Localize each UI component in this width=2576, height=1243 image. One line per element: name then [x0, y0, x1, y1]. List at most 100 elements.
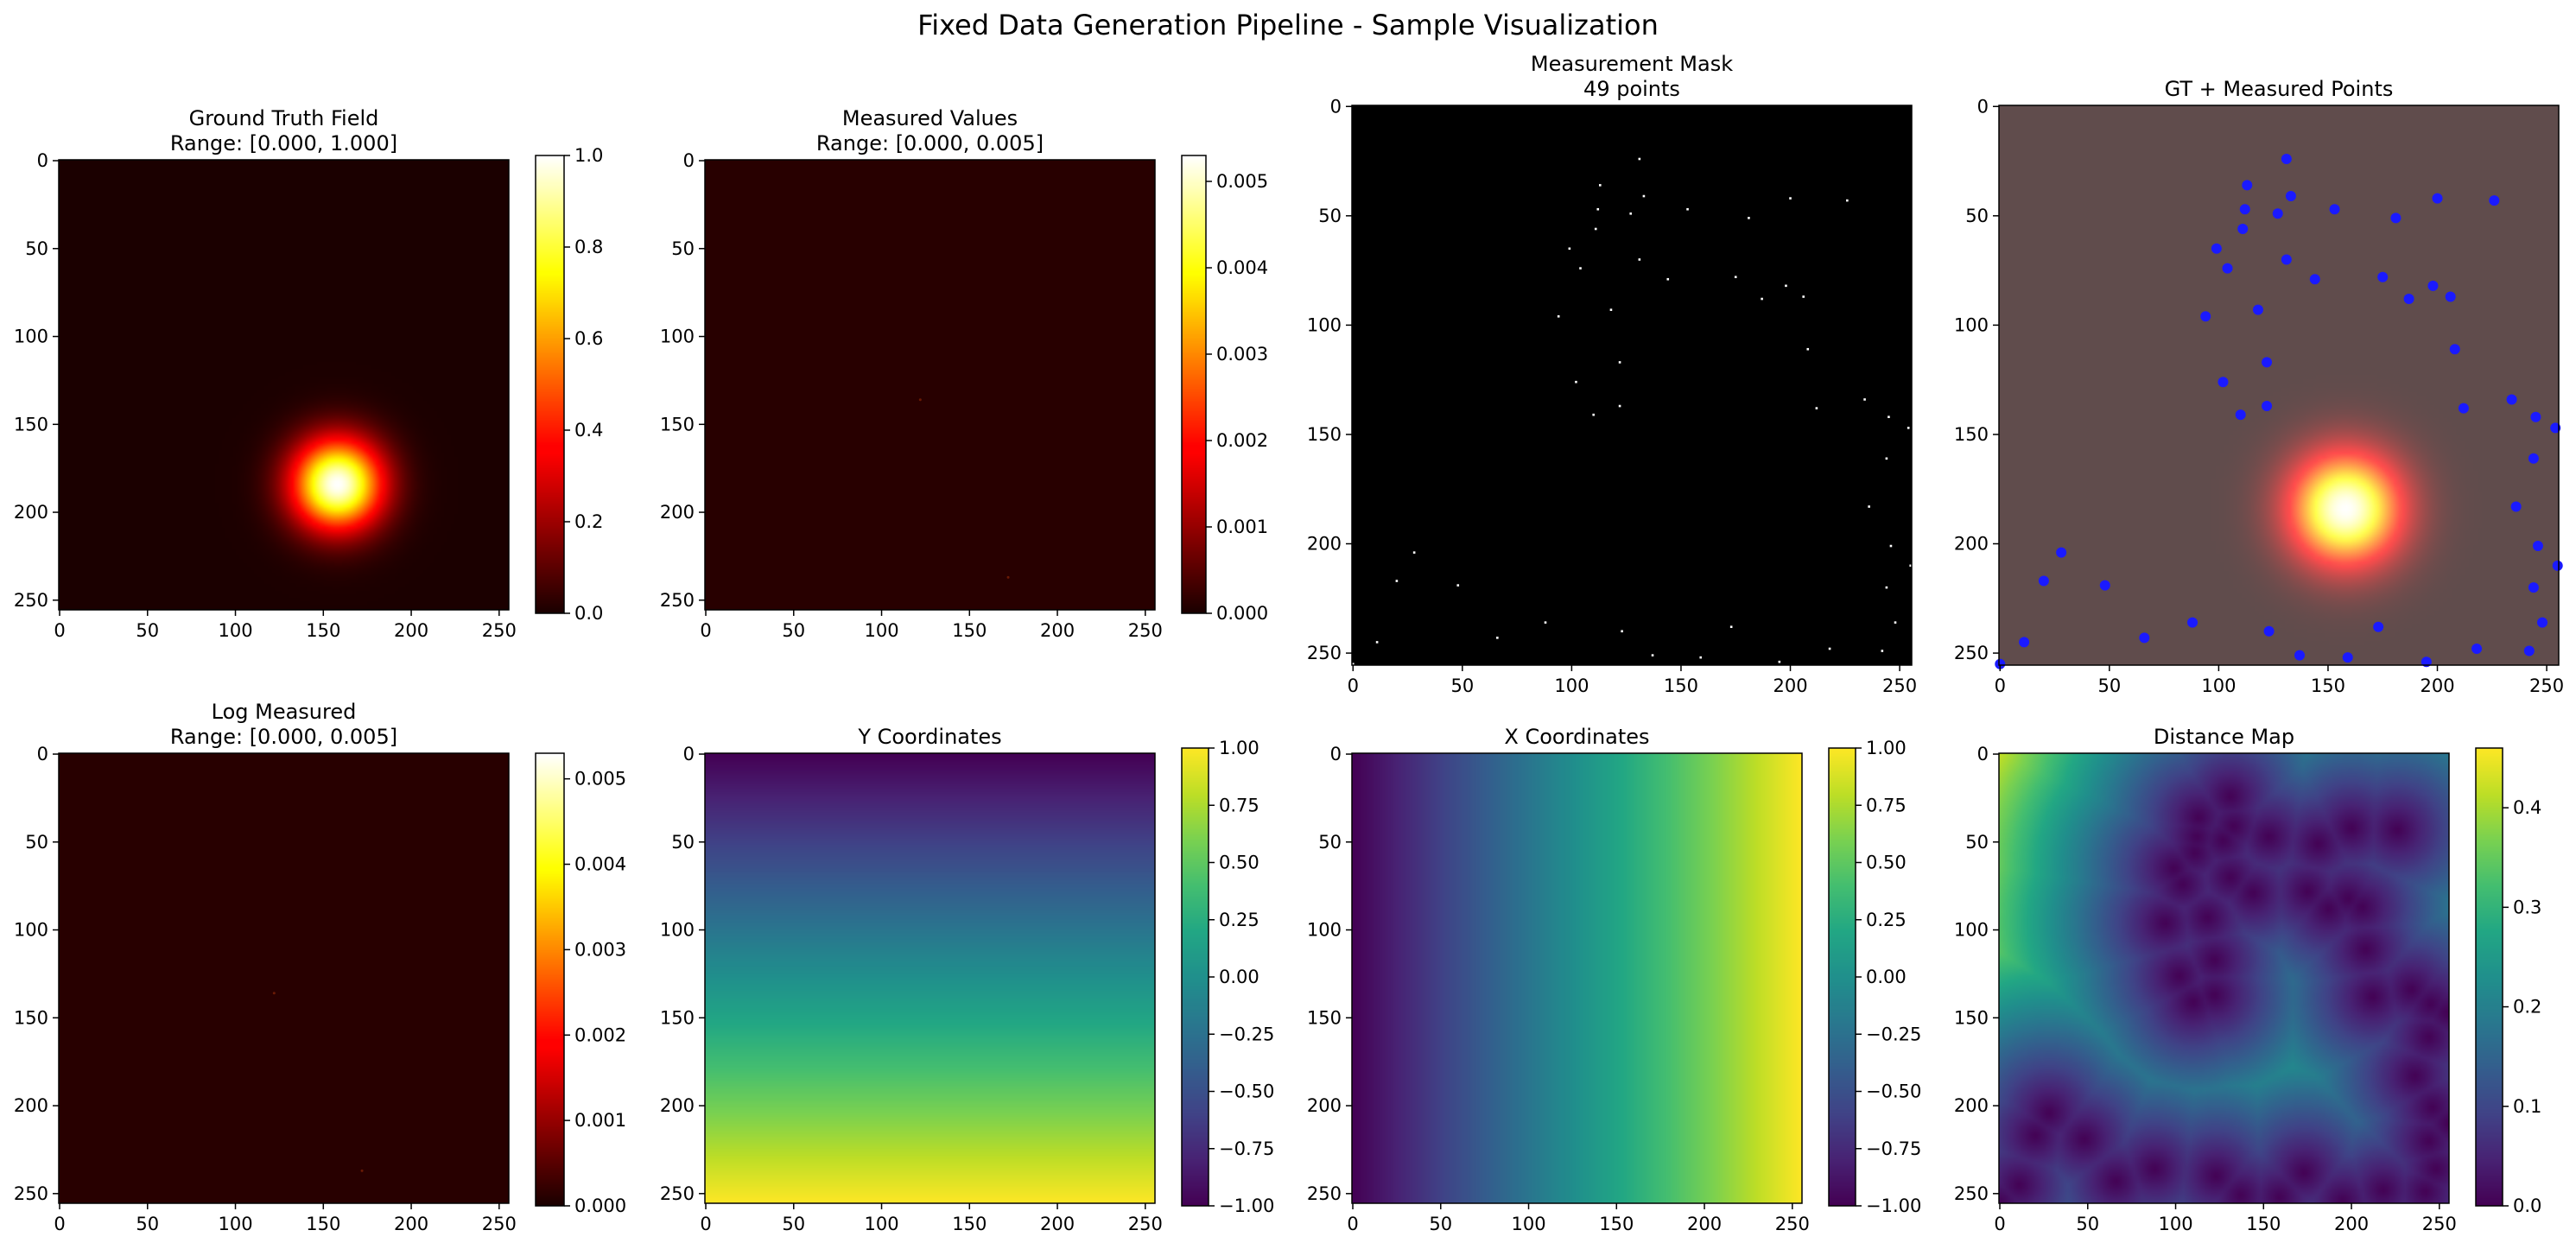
- overlay-point-3: [2489, 195, 2500, 206]
- gt-ytick-label-5: 250: [14, 590, 48, 611]
- panel-gt: 0 50 100 150 200 250 0 50 100 150 200 250 Ground Tru…: [14, 106, 604, 641]
- overlay-point-35: [2038, 575, 2049, 587]
- dist-ytick-label-1: 50: [1965, 832, 1989, 853]
- log-colorbar-frame: [535, 752, 565, 1207]
- log-title-line-1: Range: [0.000, 0.005]: [170, 725, 397, 749]
- gt-image: [59, 160, 509, 610]
- overlay-point-12: [2222, 263, 2233, 274]
- mask-point-37: [1894, 621, 1897, 624]
- panel-log: 0 50 100 150 200 250 0 50 100 150 200 250 Log Measur…: [14, 700, 626, 1234]
- xcoord-ytick-label-3: 150: [1307, 1007, 1342, 1028]
- gt-ytick-label-3: 150: [14, 414, 48, 434]
- mask-point-27: [1888, 415, 1890, 419]
- overlay-point-18: [2252, 304, 2263, 315]
- dist-title-line-0: Distance Map: [2154, 725, 2294, 749]
- meas-xtick-label-0: 0: [700, 620, 711, 641]
- meas-xtick-label-2: 100: [864, 620, 898, 641]
- log-frame: [58, 752, 510, 1204]
- overlay-point-22: [2218, 377, 2229, 388]
- overlay-point-37: [2537, 617, 2548, 628]
- overlay-point-20: [2449, 344, 2460, 355]
- mask-ytick-label-1: 50: [1318, 206, 1342, 226]
- meas-ytick-label-0: 0: [683, 150, 695, 171]
- mask-point-12: [1579, 267, 1582, 270]
- overlay-point-13: [2377, 271, 2389, 282]
- overlay-point-9: [2237, 224, 2249, 235]
- xcoord-colorbar-tick-label-8: 1.00: [1866, 738, 1907, 758]
- overlay-point-36: [2099, 580, 2110, 591]
- mask-point-32: [1909, 564, 1913, 568]
- meas-xtick-label-3: 150: [952, 620, 987, 641]
- log-point-1: [360, 1169, 364, 1172]
- mask-point-42: [1375, 641, 1379, 644]
- overlay-point-39: [2373, 621, 2384, 632]
- mask-xtick-label-0: 0: [1348, 675, 1359, 696]
- overlay-point-27: [2530, 411, 2541, 422]
- dist-colorbar-tick-label-0: 0.0: [2513, 1195, 2541, 1216]
- mask-point-40: [1621, 630, 1623, 633]
- meas-colorbar: [1182, 155, 1206, 613]
- overlay-point-34: [2528, 582, 2539, 593]
- mask-point-20: [1806, 347, 1810, 351]
- gt-colorbar-tick-label-0: 0.0: [574, 603, 603, 624]
- overlay-point-46: [2342, 652, 2353, 663]
- mask-point-17: [1761, 297, 1763, 301]
- mask-image: [1352, 105, 1912, 665]
- mask-point-38: [1544, 621, 1547, 624]
- ycoord-xtick-label-2: 100: [864, 1214, 898, 1234]
- log-xtick-label-4: 200: [394, 1214, 428, 1234]
- meas-image: [705, 160, 1155, 610]
- dist-colorbar-frame: [2475, 747, 2503, 1207]
- ycoord-ytick-label-2: 100: [660, 920, 695, 941]
- mask-point-31: [1889, 544, 1893, 548]
- dist-image: [1999, 753, 2449, 1203]
- gt-xtick-label-4: 200: [394, 620, 428, 641]
- xcoord-ytick-label-2: 100: [1307, 920, 1342, 941]
- mask-point-6: [1686, 207, 1689, 211]
- dist-ytick-label-3: 150: [1954, 1007, 1989, 1028]
- gt-xtick-label-2: 100: [218, 620, 252, 641]
- overlay-xtick-label-5: 250: [2529, 675, 2564, 696]
- mask-point-5: [1596, 207, 1600, 211]
- gt-colorbar-tick-label-2: 0.4: [574, 420, 603, 441]
- log-colorbar: [536, 753, 564, 1206]
- meas-xtick-label-5: 250: [1128, 620, 1163, 641]
- ycoord-colorbar-tick-label-5: 0.25: [1219, 910, 1259, 930]
- gt-title-line-1: Range: [0.000, 1.000]: [170, 131, 397, 155]
- meas-colorbar-tick-label-1: 0.001: [1216, 517, 1268, 537]
- mask-point-7: [1629, 212, 1633, 215]
- log-colorbar-tick-label-2: 0.002: [574, 1024, 626, 1045]
- ycoord-colorbar: [1182, 748, 1209, 1206]
- mask-point-46: [1699, 656, 1703, 659]
- dist-frame: [1998, 752, 2450, 1204]
- xcoord-frame: [1351, 752, 1803, 1204]
- mask-title-line-0: Measurement Mask: [1531, 52, 1733, 76]
- xcoord-image: [1352, 753, 1802, 1203]
- mask-point-48: [1351, 663, 1355, 666]
- overlay-point-0: [2281, 154, 2292, 165]
- xcoord-ytick-label-5: 250: [1307, 1183, 1342, 1204]
- xcoord-xtick-label-1: 50: [1429, 1214, 1452, 1234]
- meas-colorbar-tick-label-4: 0.004: [1216, 257, 1268, 278]
- overlay-point-1: [2242, 180, 2253, 191]
- meas-ytick-label-5: 250: [660, 590, 695, 611]
- overlay-point-11: [2281, 254, 2292, 265]
- dist-xtick-label-1: 50: [2076, 1214, 2099, 1234]
- mask-point-45: [1651, 654, 1654, 656]
- overlay-ytick-label-1: 50: [1965, 206, 1989, 226]
- dist-ytick-label-4: 200: [1954, 1095, 1989, 1116]
- overlay-point-45: [2294, 650, 2306, 661]
- gt-colorbar-tick-label-3: 0.6: [574, 328, 603, 349]
- mask-point-33: [1412, 551, 1416, 554]
- xcoord-colorbar-tick-label-3: −0.25: [1866, 1024, 1921, 1044]
- meas-xtick-label-4: 200: [1040, 620, 1075, 641]
- mask-point-3: [1846, 199, 1849, 202]
- mask-ytick-label-3: 150: [1307, 424, 1342, 445]
- log-colorbar-tick-label-3: 0.003: [574, 939, 626, 960]
- mask-point-21: [1618, 361, 1621, 364]
- overlay-point-15: [2427, 280, 2439, 291]
- ycoord-ytick-label-3: 150: [660, 1007, 695, 1028]
- mask-point-0: [1638, 157, 1641, 161]
